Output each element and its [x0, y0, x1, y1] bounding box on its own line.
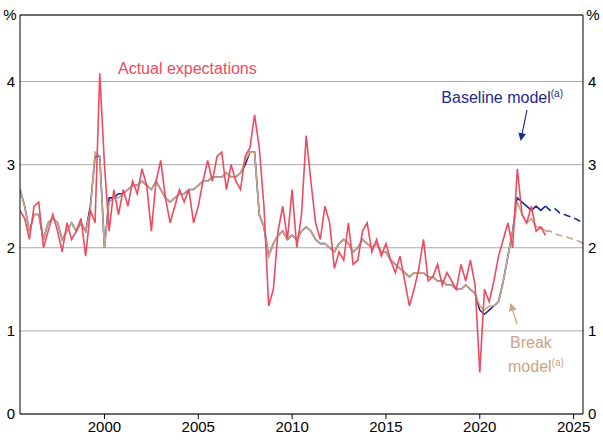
svg-text:2015: 2015 [369, 418, 402, 435]
svg-text:1: 1 [588, 322, 595, 339]
svg-text:3: 3 [8, 156, 15, 173]
svg-text:Break: Break [510, 334, 553, 351]
svg-text:Actual expectations: Actual expectations [118, 60, 257, 77]
svg-text:2025: 2025 [557, 418, 590, 435]
svg-text:3: 3 [588, 156, 595, 173]
svg-text:2010: 2010 [275, 418, 308, 435]
svg-text:4: 4 [8, 73, 15, 90]
svg-text:2000: 2000 [88, 418, 121, 435]
svg-text:4: 4 [588, 73, 595, 90]
svg-text:Baseline model(a): Baseline model(a) [441, 88, 563, 106]
svg-text:%: % [8, 6, 17, 23]
svg-text:2020: 2020 [463, 418, 496, 435]
svg-text:model(a): model(a) [508, 357, 564, 375]
svg-text:0: 0 [588, 405, 595, 422]
svg-text:1: 1 [8, 322, 15, 339]
svg-text:2: 2 [588, 239, 595, 256]
svg-text:2005: 2005 [182, 418, 215, 435]
svg-text:%: % [586, 6, 595, 23]
svg-text:2: 2 [8, 239, 15, 256]
svg-text:0: 0 [8, 405, 15, 422]
